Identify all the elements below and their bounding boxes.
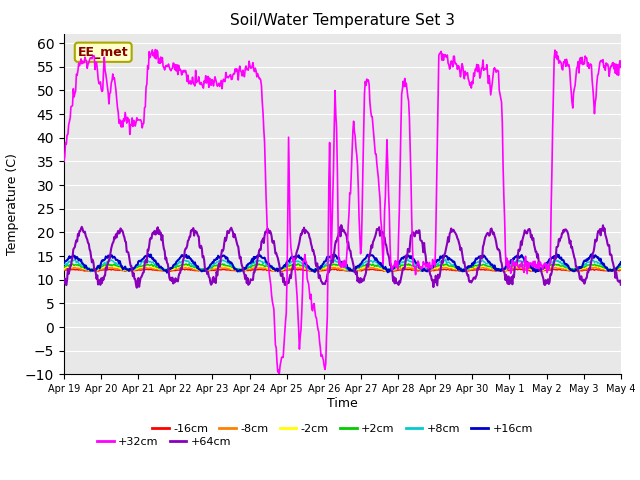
Legend: +32cm, +64cm: +32cm, +64cm: [93, 433, 236, 452]
Text: EE_met: EE_met: [78, 46, 129, 59]
Y-axis label: Temperature (C): Temperature (C): [6, 153, 19, 255]
X-axis label: Time: Time: [327, 397, 358, 410]
Title: Soil/Water Temperature Set 3: Soil/Water Temperature Set 3: [230, 13, 455, 28]
